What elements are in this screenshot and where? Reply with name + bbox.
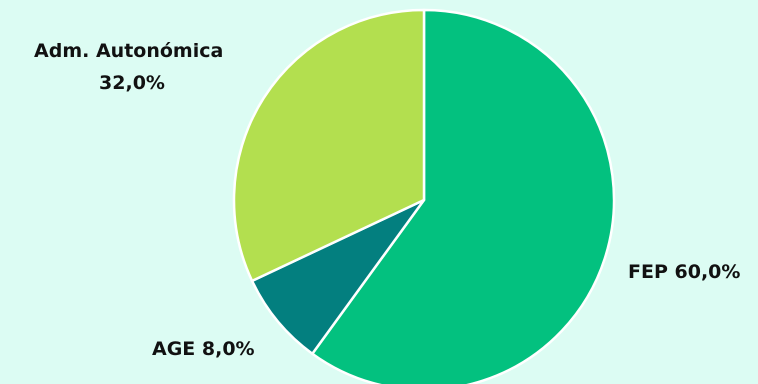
pie-slice-age [250, 198, 426, 355]
pie-slices [232, 8, 616, 384]
slice-label-adm-autonomica: Adm. Autonómica 32,0% [34, 40, 230, 94]
pie-slice-fep [311, 8, 616, 384]
pie-slice-adm-auton-mica [232, 8, 426, 283]
slice-label-adm-autonomica-name: Adm. Autonómica [34, 40, 223, 62]
slice-label-fep: FEP 60,0% [628, 261, 740, 283]
slice-label-age: AGE 8,0% [152, 338, 255, 360]
slice-label-adm-autonomica-value: 32,0% [99, 72, 165, 94]
